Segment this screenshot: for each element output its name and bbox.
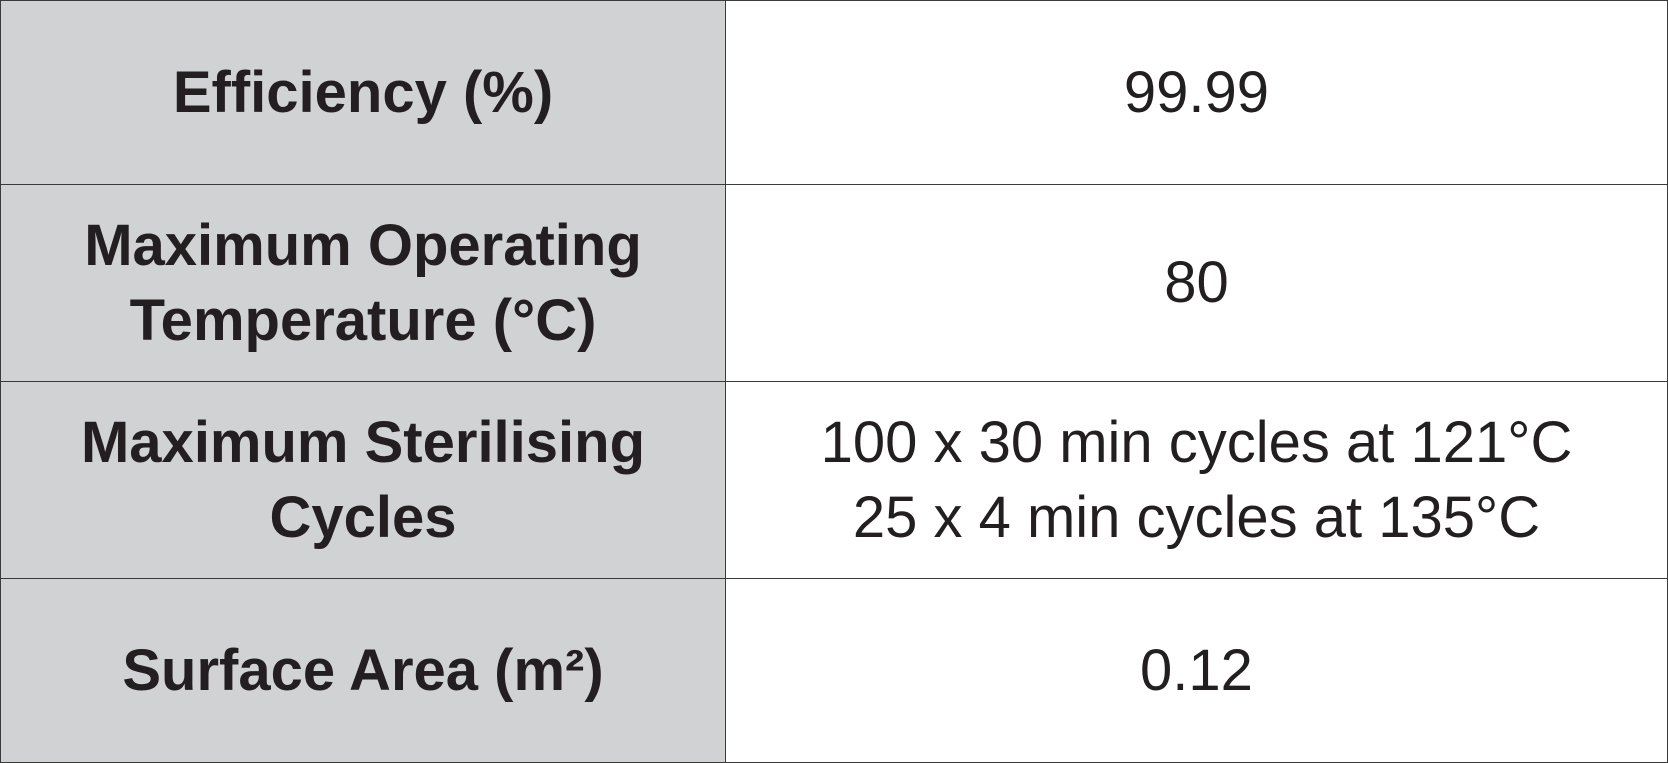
row-label: Surface Area (m²) — [0, 578, 726, 763]
row-value: 0.12 — [725, 578, 1668, 763]
table-row: Efficiency (%) 99.99 — [0, 0, 1668, 185]
value-line: 80 — [1164, 250, 1229, 316]
table-row: Maximum Operating Temperature (°C) 80 — [0, 184, 1668, 382]
row-value: 99.99 — [725, 0, 1668, 185]
value-line: 100 x 30 min cycles at 121°C — [820, 409, 1573, 475]
table-row: Surface Area (m²) 0.12 — [0, 578, 1668, 763]
row-label: Maximum Operating Temperature (°C) — [0, 184, 726, 382]
row-label: Maximum Sterilising Cycles — [0, 381, 726, 579]
table-row: Maximum Sterilising Cycles 100 x 30 min c… — [0, 381, 1668, 579]
row-label: Efficiency (%) — [0, 0, 726, 185]
row-value: 100 x 30 min cycles at 121°C 25 x 4 min c… — [725, 381, 1668, 579]
value-line: 99.99 — [1123, 59, 1270, 125]
value-line: 25 x 4 min cycles at 135°C — [852, 485, 1541, 550]
value-line: 0.12 — [1140, 637, 1253, 703]
row-value: 80 — [725, 184, 1668, 382]
